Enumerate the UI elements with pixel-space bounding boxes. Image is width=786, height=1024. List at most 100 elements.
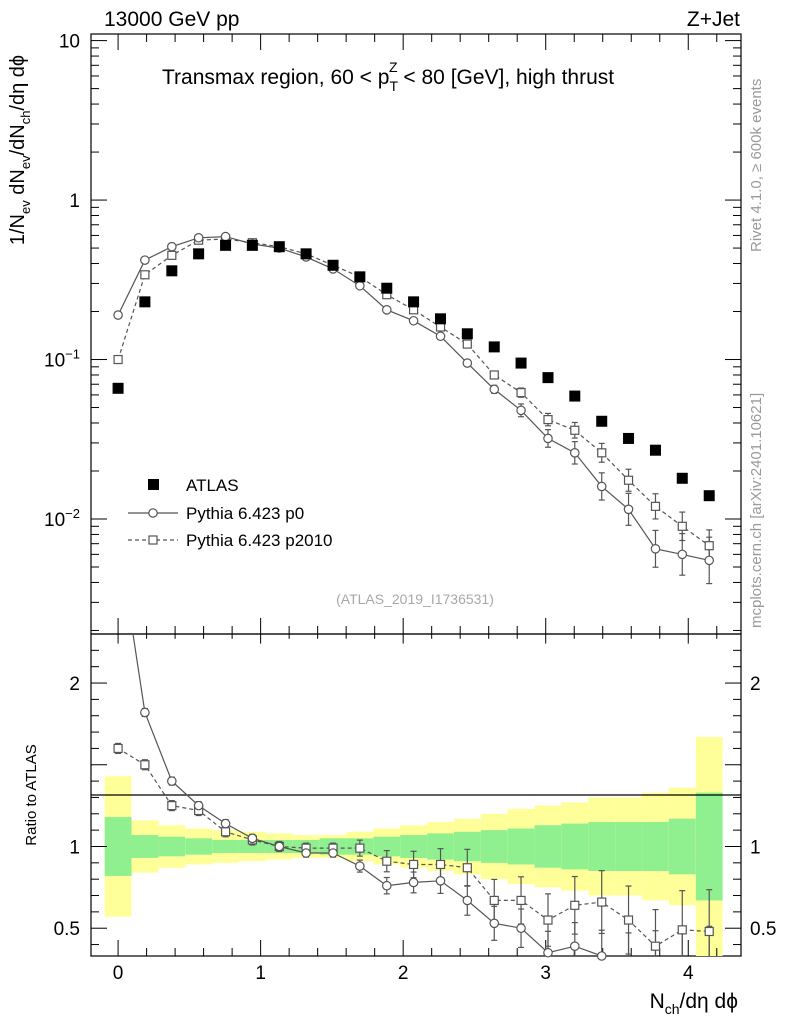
marker-p2010: [704, 541, 714, 551]
marker-p0: [462, 358, 473, 368]
marker-atlas: [515, 357, 527, 369]
band-inner: [238, 839, 266, 854]
ratio-marker-p2010: [355, 843, 365, 853]
ratio-y-axis-label: Ratio to ATLAS: [23, 744, 40, 845]
marker-atlas: [676, 472, 688, 484]
marker-p0: [435, 331, 446, 342]
ratio-marker-p0: [167, 776, 177, 786]
ratio-marker-p2010: [570, 900, 580, 910]
ratio-plot-series: [113, 634, 714, 961]
ratio-marker-p2010: [140, 760, 150, 770]
band-inner: [158, 836, 186, 857]
ratio-marker-p0: [516, 923, 526, 934]
marker-p0: [516, 405, 526, 416]
marker-p0: [167, 241, 177, 252]
ratio-marker-p2010: [462, 863, 472, 873]
marker-p2010: [650, 501, 661, 511]
marker-atlas: [112, 382, 124, 394]
band-inner: [131, 835, 159, 858]
ratio-marker-p2010: [167, 801, 177, 811]
x-axis-label: Nch/dη dϕ: [650, 990, 738, 1017]
ratio-marker-p2010: [623, 915, 634, 925]
marker-atlas: [488, 341, 500, 353]
legend-label-p2010: Pythia 6.423 p2010: [186, 531, 333, 550]
marker-p2010: [623, 475, 634, 485]
marker-atlas: [461, 328, 473, 340]
ratio-tick-label-right: 0.5: [750, 919, 776, 940]
ratio-marker-p0: [462, 895, 473, 906]
axes: 0 1 2 3 4 10 1 10−1 10−2 0.5 0.5 1 1 2 2: [44, 32, 776, 984]
marker-p2010: [167, 250, 177, 260]
ratio-marker-p0: [489, 918, 500, 929]
marker-p0: [569, 448, 580, 458]
marker-p2010: [489, 370, 499, 380]
x-tick-label: 0: [113, 963, 124, 984]
ratio-marker-p0: [596, 951, 607, 961]
ratio-marker-p2010: [677, 925, 687, 935]
marker-p2010: [140, 270, 150, 280]
ratio-marker-p2010: [650, 941, 661, 951]
ratio-marker-p2010: [597, 897, 607, 907]
band-inner: [507, 828, 535, 865]
band-inner: [561, 823, 589, 870]
x-tick-label: 1: [255, 963, 266, 984]
x-tick-label: 2: [398, 963, 409, 984]
marker-p0: [596, 481, 607, 492]
marker-atlas: [381, 282, 393, 294]
marker-p2010: [597, 448, 607, 458]
ratio-marker-p2010: [516, 895, 526, 906]
marker-p0: [113, 310, 123, 320]
marker-atlas: [408, 296, 420, 308]
ratio-marker-p0: [247, 833, 258, 844]
band-inner: [104, 817, 132, 876]
band-inner: [212, 839, 239, 854]
y-tick-label: 10: [59, 32, 80, 53]
analysis-id: (ATLAS_2019_I1736531): [336, 591, 494, 607]
marker-atlas: [327, 259, 339, 271]
pt-symbol: p: [378, 66, 390, 89]
marker-p0: [623, 504, 634, 515]
ratio-tick-label-right: 2: [750, 674, 761, 695]
ratio-marker-p2010: [220, 827, 231, 837]
mcplots-reference: mcplots.cern.ch [arXiv:2401.10621]: [748, 393, 765, 628]
legend-label-p0: Pythia 6.423 p0: [186, 504, 304, 523]
marker-p0: [704, 555, 715, 566]
ratio-tick-label: 2: [69, 674, 80, 695]
legend-marker-p2010: [148, 535, 158, 545]
marker-atlas: [649, 444, 661, 456]
marker-atlas: [596, 415, 608, 427]
marker-p0: [677, 549, 688, 560]
ratio-marker-p0: [543, 947, 553, 958]
marker-p0: [489, 384, 500, 395]
pt-sub-T: T: [389, 78, 398, 94]
ratio-marker-p0: [140, 707, 150, 718]
main-plot-series: [112, 231, 715, 585]
marker-atlas: [569, 390, 581, 402]
marker-atlas: [542, 372, 554, 384]
header-left: 13000 GeV pp: [104, 8, 239, 31]
ratio-tick-label-right: 1: [750, 837, 761, 858]
x-tick-label: 4: [683, 963, 694, 984]
band-inner: [615, 821, 643, 872]
marker-p0: [408, 315, 419, 326]
marker-p0: [220, 231, 231, 242]
band-inner: [642, 821, 669, 872]
ratio-tick-label: 1: [69, 837, 80, 858]
ratio-marker-p2010: [489, 895, 499, 906]
marker-p0: [543, 433, 553, 444]
marker-atlas: [300, 248, 312, 260]
ratio-marker-p0: [193, 800, 204, 811]
marker-p2010: [570, 425, 580, 435]
marker-p2010: [462, 339, 472, 349]
legend: ATLAS Pythia 6.423 p0 Pythia 6.423 p2010: [128, 476, 333, 550]
legend-marker-p0: [148, 508, 158, 518]
y-axis-label: 1/Nev dNev/dNch/dη dϕ: [7, 55, 33, 245]
band-inner: [695, 792, 723, 901]
ratio-marker-p2010: [543, 915, 553, 925]
band-inner: [534, 825, 562, 868]
ratio-marker-p0: [355, 861, 365, 871]
marker-p2010: [543, 415, 553, 425]
header-right: Z+Jet: [687, 8, 740, 31]
legend-marker-atlas: [148, 479, 159, 490]
